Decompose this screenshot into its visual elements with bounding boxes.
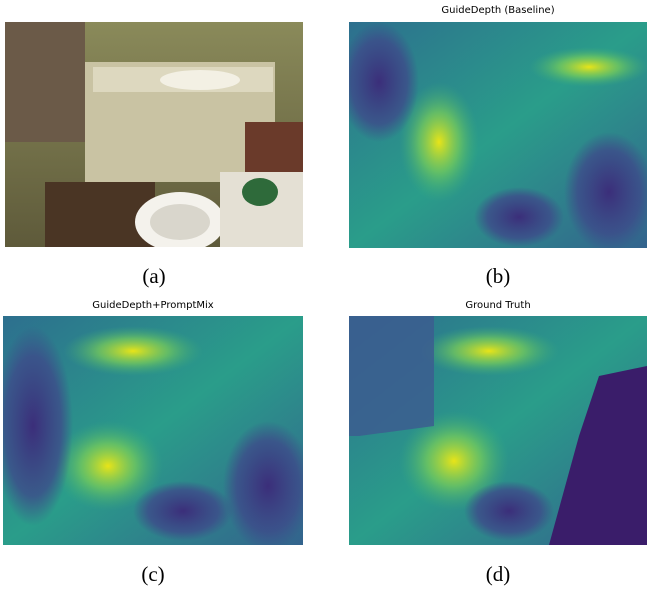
caption: (d) [348, 562, 648, 587]
depth-map [349, 316, 647, 545]
depth-map [349, 22, 647, 248]
figure: GuideDepth (Baseline) (b) (a) GuideDepth… [0, 0, 648, 589]
caption: (c) [3, 562, 303, 587]
panel-title: Ground Truth [348, 300, 648, 311]
panel-title: GuideDepth (Baseline) [348, 5, 648, 16]
depth-map [3, 316, 303, 545]
caption: (a) [4, 264, 304, 289]
panel-title: GuideDepth+PromptMix [3, 300, 303, 311]
photo [5, 22, 303, 247]
caption: (b) [348, 264, 648, 289]
